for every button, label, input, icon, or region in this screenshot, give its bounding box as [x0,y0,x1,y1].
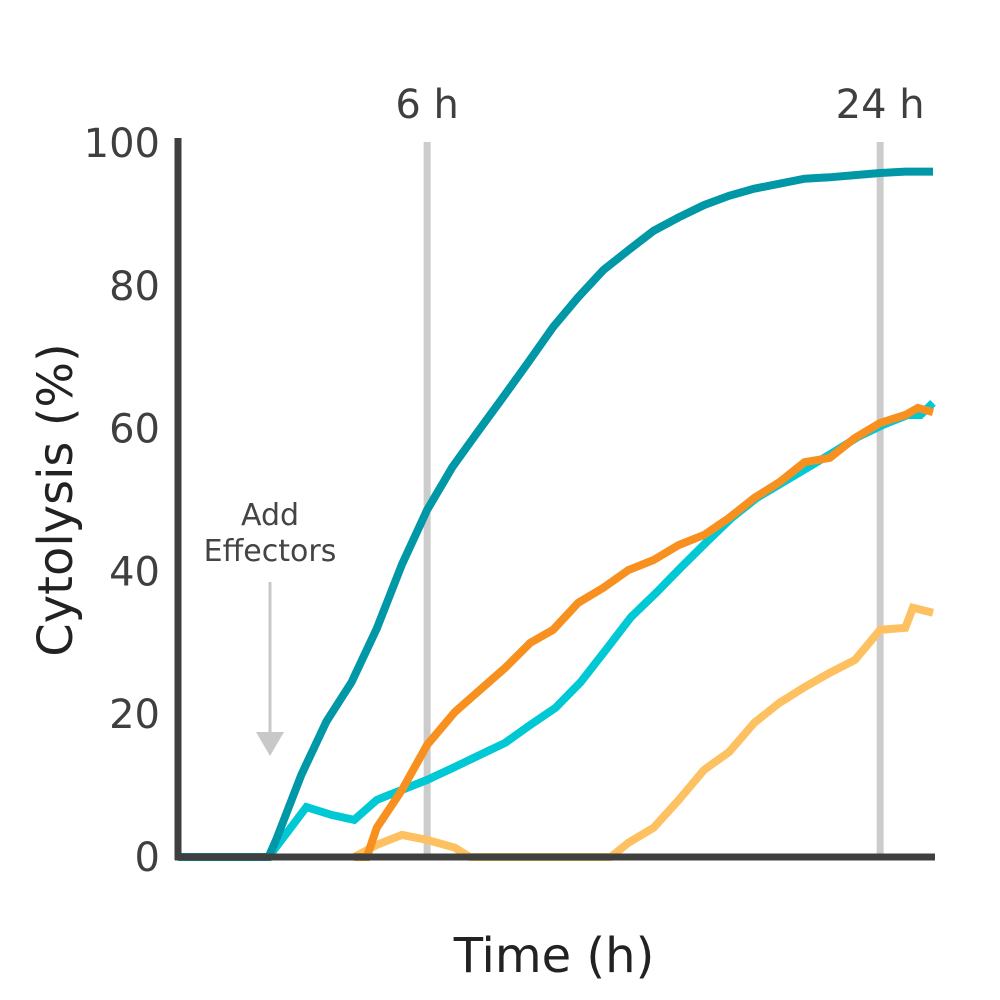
y-tick-label: 0 [135,835,160,881]
y-tick-label: 100 [84,121,160,167]
x-axis-label: Time (h) [453,928,655,984]
down-arrow-icon [256,732,284,756]
annotation-line1: Add [241,498,299,533]
annotation-line2: Effectors [204,534,337,569]
series-line-3 [178,167,933,861]
reference-line-label: 6 h [395,82,459,128]
add-effectors-annotation: Add Effectors [204,498,337,756]
y-axis-label: Cytolysis (%) [28,343,84,657]
y-tick-label: 40 [109,549,160,595]
reference-line-label: 24 h [836,82,925,128]
series-line-0 [352,603,934,861]
y-tick-label: 60 [109,407,160,453]
y-tick-label: 80 [109,264,160,310]
series-line-2 [354,403,935,861]
y-tick-label: 20 [109,692,160,738]
